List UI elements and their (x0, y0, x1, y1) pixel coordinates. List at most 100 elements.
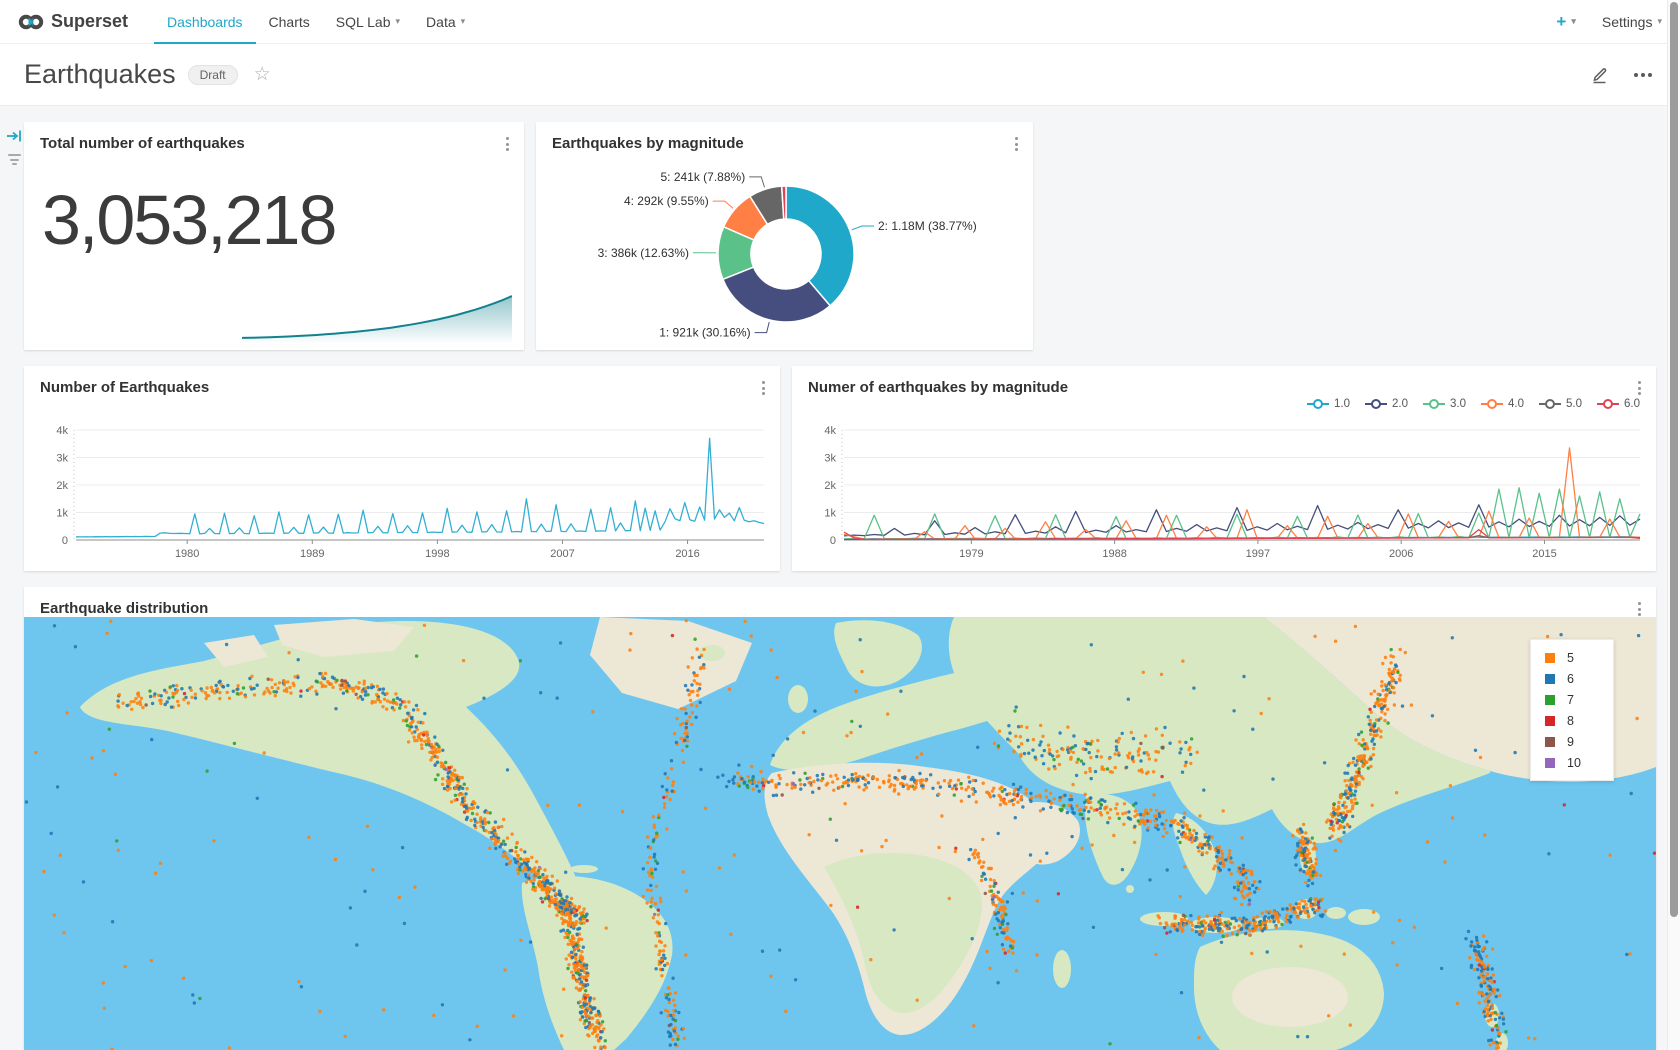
chart-title: Total number of earthquakes (40, 135, 245, 152)
superset-logo-icon (18, 14, 44, 29)
legend-item-4.0[interactable]: 4.0 (1481, 398, 1524, 410)
svg-text:4k: 4k (56, 425, 68, 437)
page-title: Earthquakes (24, 59, 176, 89)
legend-swatch (1545, 694, 1555, 705)
svg-text:2007: 2007 (550, 548, 574, 560)
series-Number of Earthquakes (75, 437, 765, 538)
chart-kebab-menu-icon[interactable] (503, 134, 512, 154)
svg-text:2006: 2006 (1389, 548, 1413, 560)
legend-swatch (1545, 652, 1555, 663)
chart-title: Earthquake distribution (40, 600, 209, 617)
edit-pencil-icon[interactable] (1589, 64, 1610, 85)
chart-kebab-menu-icon[interactable] (1635, 599, 1644, 619)
new-item-button[interactable]: + ▾ (1556, 11, 1576, 31)
donut-label-5: 5: 241k (7.88%) (660, 170, 745, 184)
svg-text:1980: 1980 (175, 548, 199, 560)
svg-text:2k: 2k (824, 480, 836, 492)
caret-down-icon: ▾ (460, 16, 466, 26)
legend-swatch (1545, 757, 1555, 768)
donut-label-1: 1: 921k (30.16%) (659, 326, 750, 340)
donut-slice-6 (780, 185, 787, 220)
legend-marker-icon (1481, 399, 1503, 409)
legend-marker-icon (1423, 399, 1445, 409)
map-legend-item-7[interactable]: 7 (1531, 689, 1613, 710)
caret-down-icon: ▾ (1571, 16, 1576, 26)
chart-card-total-earthquakes: Total number of earthquakes 3,053,218 (24, 122, 524, 350)
svg-text:0: 0 (830, 535, 836, 547)
svg-text:1979: 1979 (959, 548, 983, 560)
svg-text:1997: 1997 (1246, 548, 1270, 560)
map-legend-item-6[interactable]: 6 (1531, 668, 1613, 689)
chart-kebab-menu-icon[interactable] (1012, 134, 1021, 154)
dashboard-header: Earthquakes Draft ☆ (0, 44, 1680, 106)
legend-marker-icon (1307, 399, 1329, 409)
series-6.0 (843, 528, 1641, 541)
status-badge: Draft (187, 64, 238, 85)
map-legend-item-8[interactable]: 8 (1531, 710, 1613, 731)
chart-kebab-menu-icon[interactable] (1635, 378, 1644, 398)
legend-marker-icon (1365, 399, 1387, 409)
donut-label-4: 4: 292k (9.55%) (624, 194, 709, 208)
expand-filter-bar-icon[interactable] (6, 128, 24, 149)
donut-slice-2 (785, 185, 855, 307)
legend-label: 10 (1567, 755, 1581, 770)
filter-icon[interactable] (8, 154, 21, 165)
big-number-value: 3,053,218 (42, 181, 337, 259)
donut-chart: 2: 1.18M (38.77%) 1: 921k (30.16%) 3: 386k… (598, 170, 977, 340)
world-map[interactable] (24, 617, 1656, 1050)
scrollbar[interactable] (1667, 0, 1680, 1050)
chart-title: Numer of earthquakes by magnitude (808, 379, 1069, 396)
svg-text:2k: 2k (56, 480, 68, 492)
more-actions-icon[interactable] (1630, 69, 1656, 81)
chart-card-earthquakes-by-magnitude: Earthquakes by magnitude 2: 1.18M (38.77… (536, 122, 1033, 350)
legend-item-1.0[interactable]: 1.0 (1307, 398, 1350, 410)
legend-item-2.0[interactable]: 2.0 (1365, 398, 1408, 410)
favorite-star-icon[interactable]: ☆ (253, 64, 271, 85)
svg-text:1k: 1k (824, 508, 836, 520)
caret-down-icon: ▾ (1657, 16, 1662, 26)
scrollbar-thumb[interactable] (1670, 2, 1678, 917)
caret-down-icon: ▾ (395, 16, 401, 26)
timeseries-chart: 0 1k 2k 3k 4k 1980 1989 1998 2007 2016 (56, 425, 765, 560)
big-number-trendline (242, 295, 512, 344)
legend-label: 9 (1567, 734, 1574, 749)
legend-item-6.0[interactable]: 6.0 (1597, 398, 1640, 410)
settings-menu[interactable]: Settings ▾ (1601, 13, 1662, 30)
chart-legend: 1.0 2.0 3.0 4.0 5.0 6.0 (1307, 398, 1640, 410)
donut-slice-1 (721, 266, 832, 323)
chart-card-number-of-earthquakes: Number of Earthquakes 0 1k 2k 3k 4k 1980 1989 1… (24, 366, 780, 571)
map-legend-item-9[interactable]: 9 (1531, 731, 1613, 752)
svg-text:1988: 1988 (1102, 548, 1126, 560)
donut-label-2: 2: 1.18M (38.77%) (878, 219, 977, 233)
svg-text:1998: 1998 (425, 548, 449, 560)
map-legend-item-5[interactable]: 5 (1531, 647, 1613, 668)
legend-label: 5 (1567, 650, 1574, 665)
legend-swatch (1545, 673, 1555, 684)
legend-item-5.0[interactable]: 5.0 (1539, 398, 1582, 410)
chart-card-earthquakes-by-magnitude-timeseries: Numer of earthquakes by magnitude 1.0 2.… (792, 366, 1656, 571)
nav-tab-dashboards[interactable]: Dashboards (154, 0, 256, 44)
chart-kebab-menu-icon[interactable] (759, 378, 768, 398)
series-2.0 (843, 504, 1641, 537)
svg-text:1989: 1989 (300, 548, 324, 560)
legend-marker-icon (1539, 399, 1561, 409)
legend-label: 8 (1567, 713, 1574, 728)
svg-text:1k: 1k (56, 508, 68, 520)
legend-swatch (1545, 736, 1555, 747)
nav-tab-charts[interactable]: Charts (268, 13, 310, 30)
svg-text:3k: 3k (56, 453, 68, 465)
map-legend-item-10[interactable]: 10 (1531, 752, 1613, 773)
nav-menu-sql-lab[interactable]: SQL Lab ▾ (335, 13, 401, 30)
multiseries-timeseries-chart: 0 1k 2k 3k 4k 1979 1988 1997 2006 2015 (824, 425, 1641, 560)
legend-marker-icon (1597, 399, 1619, 409)
superset-logo[interactable]: Superset (18, 11, 128, 33)
legend-item-3.0[interactable]: 3.0 (1423, 398, 1466, 410)
legend-label: 6 (1567, 671, 1574, 686)
series-3.0 (843, 487, 1641, 540)
svg-text:2015: 2015 (1532, 548, 1556, 560)
nav-menu-data[interactable]: Data ▾ (426, 13, 466, 30)
world-map-canvas (24, 617, 1656, 1050)
brand-name: Superset (51, 11, 129, 31)
svg-text:4k: 4k (824, 425, 836, 437)
legend-swatch (1545, 715, 1555, 726)
